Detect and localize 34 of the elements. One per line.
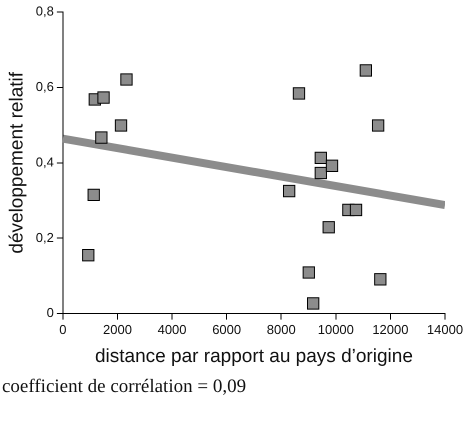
point [314,166,327,180]
x-tick-label: 10000 [318,322,354,337]
x-tick-label: 2000 [103,322,132,337]
point [374,273,386,286]
point [282,184,296,198]
point [326,160,338,172]
y-tick-label: 0,6 [36,78,54,94]
x-tick-label: 14000 [426,322,464,337]
x-tick-label: 6000 [212,322,242,337]
point [95,131,108,144]
point [360,64,372,77]
y-tick-label: 0,8 [36,4,54,19]
text: coefficient de corrélation = 0,09 [2,376,246,398]
point [114,119,128,132]
point [302,266,315,279]
point [307,297,320,310]
y-tick-label: 0,4 [36,154,54,170]
point [314,152,327,164]
point [292,87,306,100]
point [372,119,384,132]
point [82,249,94,262]
y-axis-title: développement relatif [6,71,28,254]
x-tick-label: 8000 [266,322,296,337]
point [88,188,100,201]
x-tick-label: 12000 [372,322,408,337]
x-tick-label: 0 [59,322,66,337]
x-tick-label: 4000 [158,322,187,337]
x-axis-title: distance par rapport au pays d’origine [94,346,413,367]
y-tick-label: 0 [46,305,54,320]
point [350,204,362,216]
point [322,221,335,234]
point [120,73,133,86]
y-tick-label: 0,2 [36,230,54,245]
point [97,91,110,104]
